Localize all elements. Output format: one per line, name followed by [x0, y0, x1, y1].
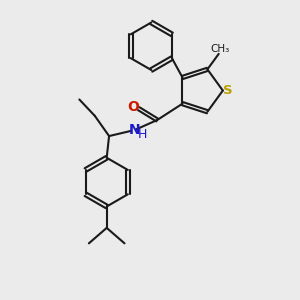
Text: O: O [128, 100, 140, 114]
Text: H: H [138, 128, 147, 141]
Text: N: N [128, 123, 140, 137]
Text: S: S [224, 84, 233, 97]
Text: CH₃: CH₃ [211, 44, 230, 53]
